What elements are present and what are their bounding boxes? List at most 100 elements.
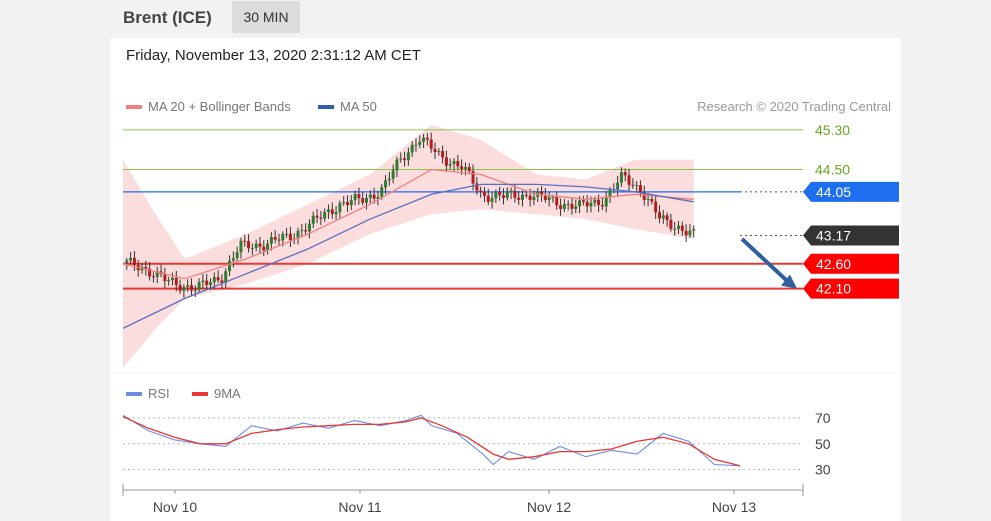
level-label: 45.30 [815,122,850,138]
level-label: 42.60 [816,256,851,272]
legend-label-ma50: MA 50 [340,99,377,114]
forecast-arrow-shaft [740,237,791,285]
9ma-swatch-icon [192,391,208,396]
candle-body [273,237,277,240]
legend-item-rsi: RSI [126,386,170,401]
candle-body [547,197,551,200]
x-axis-label: Nov 13 [712,499,757,515]
candle-body [349,200,353,206]
candle-body [669,219,673,229]
candle-body [330,209,334,215]
candle-body [361,198,365,203]
candle-body [243,240,247,242]
candle-body [345,202,349,206]
candle-body [646,198,650,200]
candle-body [543,194,547,200]
candle-body [460,166,464,170]
candle-body [387,178,391,181]
candle-body [403,158,407,161]
candle-body [380,187,384,197]
candle-body [642,192,646,200]
candle-body [269,237,273,244]
ma50-line [122,183,694,329]
candle-body [266,243,270,251]
candle-body [422,137,426,142]
candle-body [616,182,620,190]
candle-body [482,192,486,196]
timeframe-button[interactable]: 30 MIN [232,1,300,33]
candle-body [353,194,357,201]
candle-body [288,233,292,241]
candle-body [281,234,285,241]
level-label: 42.10 [816,281,851,297]
ma20-swatch-icon [126,104,142,109]
candle-body [391,170,395,179]
candle-body [300,230,304,232]
candle-body [429,139,433,149]
candle-body [125,260,129,263]
level-label: 44.05 [816,184,851,200]
candle-body [490,198,494,202]
candle-body [593,199,597,203]
candle-body [597,199,601,205]
candle-body [456,161,460,167]
candle-body [551,197,555,199]
candle-body [532,197,536,201]
candle-body [452,161,456,164]
candle-body [144,267,148,269]
candle-body [654,201,658,213]
candle-body [570,203,574,209]
credit-text: Research © 2020 Trading Central [697,99,891,114]
candle-body [498,192,502,196]
candle-body [589,202,593,207]
candle-body [235,252,239,259]
candle-body [665,215,669,220]
candle-body [228,260,232,272]
candle-body [494,192,498,199]
candle-body [463,167,467,170]
candle-body [650,198,654,202]
rsi-line [122,414,741,467]
candle-body [433,148,437,153]
candle-body [163,274,167,282]
candle-body [178,285,182,291]
candle-body [673,228,677,230]
legend-label-9ma: 9MA [214,386,241,401]
candle-body [250,248,254,250]
legend-item-9ma: 9MA [192,386,241,401]
candle-body [357,194,361,199]
candle-body [513,190,517,198]
rsi-level-label: 30 [815,462,831,478]
candle-body [540,191,544,195]
candle-body [661,215,665,219]
candle-body [216,277,220,281]
candle-body [608,189,612,197]
candle-body [600,204,604,207]
candle-body [247,241,251,249]
rsi-level-label: 50 [815,436,831,452]
candle-body [578,200,582,207]
candle-body [467,167,471,172]
candle-body [692,229,696,231]
candle-body [132,257,136,266]
candle-body [566,203,570,205]
candle-body [437,151,441,153]
candle-body [521,194,525,200]
candle-body [174,277,178,286]
candle-body [581,200,585,202]
ma50-swatch-icon [318,104,334,109]
candle-body [334,211,338,215]
level-tag [803,225,899,246]
candle-body [680,225,684,231]
candle-body [307,223,311,232]
candle-body [296,230,300,239]
candle-body [635,185,639,187]
candle-body [254,243,258,249]
candle-body [486,195,490,202]
rsi-level-label: 70 [815,410,831,426]
candle-body [517,197,521,200]
candle-body [262,246,266,251]
candle-body [479,190,483,193]
rsi-swatch-icon [126,391,142,396]
